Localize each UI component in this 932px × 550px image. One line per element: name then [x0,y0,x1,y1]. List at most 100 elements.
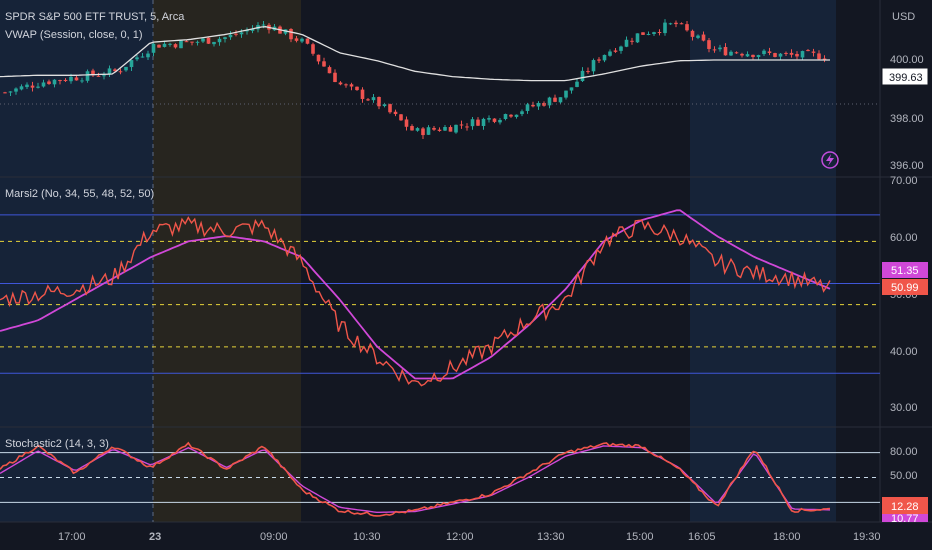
candle-body [228,34,233,38]
candle-body [151,43,156,53]
candle-body [316,54,321,62]
candle-body [591,60,596,72]
candle-body [773,53,777,57]
candle-body [393,111,398,115]
candle-body [355,86,359,91]
vwap-line [0,26,830,82]
candle-body [19,86,24,90]
candle-body [377,96,381,107]
candle-body [25,84,29,88]
candle-body [30,85,35,88]
currency-label[interactable]: USD [892,11,915,23]
candle-body [432,127,436,130]
candle-body [437,129,442,131]
last-price-tag-bg [881,67,929,86]
candle-body [294,38,299,41]
candle-body [448,127,453,132]
candle-body [509,114,513,117]
time-axis[interactable]: 17:00 23 09:00 10:30 12:00 13:30 15:00 1… [58,531,881,543]
marsi-legend[interactable]: Marsi2 (No, 34, 55, 48, 52, 50) [5,188,154,200]
candle-body [80,80,84,82]
vwap-legend[interactable]: VWAP (Session, close, 0, 1) [5,29,143,41]
candle-body [327,67,332,74]
candle-body [547,97,552,106]
candle-body [74,77,79,81]
time-label-1500: 15:00 [626,531,654,543]
candle-body [569,87,574,91]
candle-body [553,97,557,102]
stoch-k-line [0,441,831,517]
candle-body [635,33,640,43]
symbol-title[interactable]: SPDR S&P 500 ETF TRUST, 5, Arca [5,11,185,23]
candle-body [239,32,244,35]
time-label-1030: 10:30 [353,531,381,543]
candle-body [465,126,469,128]
candle-body [679,23,684,25]
candle-body [102,75,106,77]
candle-body [476,119,480,126]
candle-body [701,34,706,41]
candle-body [162,43,167,47]
candle-body [712,49,717,51]
marsi-rsi-line [0,216,831,387]
candle-body [135,57,139,60]
candle-body [349,84,354,87]
stoch-pane[interactable] [0,441,880,517]
candle-body [762,50,766,55]
candle-body [498,119,502,123]
stoch-k-tag: 12.28 [891,501,919,513]
lightning-icon[interactable] [821,151,839,169]
marsi-tick-30: 30.00 [890,402,918,414]
candle-body [223,37,227,39]
time-label-1605: 16:05 [688,531,716,543]
candle-body [454,124,458,133]
stoch-d-tag-bg [882,514,928,522]
candle-body [624,39,629,47]
candle-body [58,80,62,82]
candle-body [118,71,123,73]
candle-body [597,59,601,61]
candle-body [740,53,744,56]
candle-body [52,79,57,85]
candle-body [8,91,13,93]
candle-body [179,40,183,49]
candle-body [212,41,216,45]
candle-body [36,86,40,88]
stoch-legend[interactable]: Stochastic2 (14, 3, 3) [5,438,109,450]
candle-body [217,38,222,43]
candle-body [41,82,46,87]
candle-body [756,55,761,57]
candle-body [3,92,7,94]
candle-body [63,79,68,82]
candle-body [96,75,101,77]
candle-body [580,70,585,82]
candle-body [338,82,343,85]
candle-body [382,104,387,107]
candle-body [421,128,425,136]
candle-body [190,41,194,43]
candle-body [558,97,563,103]
candle-body [696,35,700,38]
candle-body [652,32,656,35]
price-pane[interactable] [0,19,830,139]
time-label-1800: 18:00 [773,531,801,543]
candle-body [806,50,810,52]
candle-body [47,81,51,84]
time-label-1700: 17:00 [58,531,86,543]
candle-body [685,24,689,31]
price-tick-396: 396.00 [890,160,924,172]
candle-body [481,118,486,126]
candle-body [778,53,783,57]
marsi-tick-40: 40.00 [890,346,918,358]
candle-body [371,97,376,101]
time-label-23: 23 [149,531,161,543]
marsi-pane[interactable] [0,209,880,387]
candle-body [140,56,145,58]
stoch-d-tag: 10.77 [891,513,919,525]
candle-body [586,71,590,73]
candle-body [657,32,662,34]
candle-body [520,111,524,115]
marsi-ma-tag: 51.35 [891,265,919,277]
candle-body [14,88,18,92]
